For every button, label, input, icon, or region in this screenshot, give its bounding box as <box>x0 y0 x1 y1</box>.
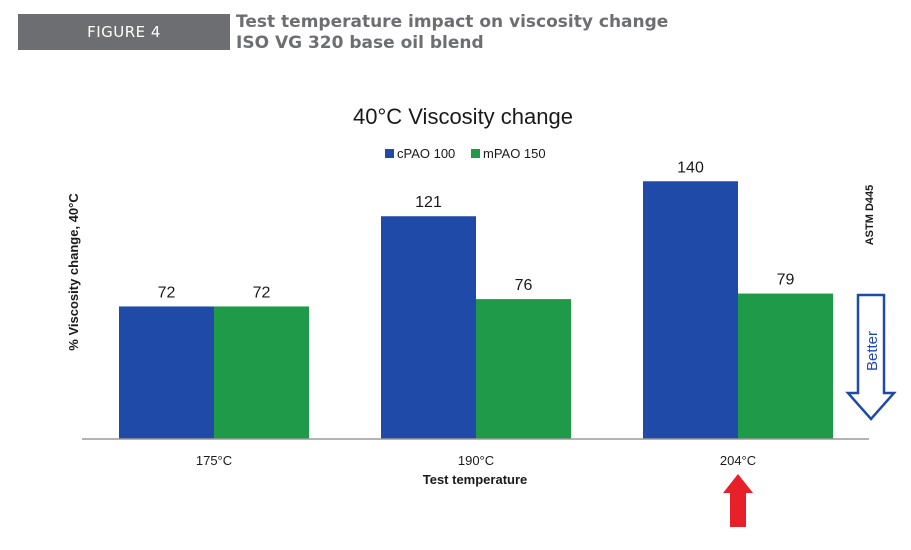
figure-title-line-1: Test temperature impact on viscosity cha… <box>236 12 669 32</box>
value-labels-group: 72 72 121 76 140 79 <box>158 159 795 301</box>
x-tick-190-c: 190°C <box>458 453 494 468</box>
bar-cpao-100-190-c <box>381 216 476 439</box>
bar-mpao-150-204-c <box>738 293 833 439</box>
x-tick-204-c: 204°C <box>720 453 756 468</box>
bar-mpao-150-190-c <box>476 299 571 439</box>
value-label-cpao-100-190-c: 121 <box>415 194 442 211</box>
better-arrow-icon <box>845 293 897 421</box>
value-label-mpao-150-204-c: 79 <box>777 272 795 289</box>
better-label: Better <box>864 331 881 371</box>
figure-title: Test temperature impact on viscosity cha… <box>236 12 668 54</box>
value-label-cpao-100-175-c: 72 <box>158 284 176 301</box>
figure-title-line-2: ISO VG 320 base oil blend <box>236 33 484 53</box>
bars-group <box>119 181 833 439</box>
highlight-arrow-icon <box>723 474 753 527</box>
value-label-mpao-150-190-c: 76 <box>515 277 533 294</box>
figure-label: FIGURE 4 <box>18 14 230 50</box>
x-axis-label: Test temperature <box>423 472 528 487</box>
astm-method-label: ASTM D445 <box>864 185 876 246</box>
y-axis-label: % Viscosity change, 40°C <box>66 193 81 351</box>
legend-label-mpao: mPAO 150 <box>483 146 546 161</box>
x-tick-labels: 175°C 190°C 204°C <box>196 453 756 468</box>
x-tick-175-c: 175°C <box>196 453 232 468</box>
better-arrow: Better <box>845 293 897 421</box>
legend-swatch-cpao <box>385 149 394 158</box>
bar-cpao-100-175-c <box>119 306 214 439</box>
chart-title: 40°C Viscosity change <box>353 104 573 129</box>
bar-mpao-150-175-c <box>214 306 309 439</box>
value-label-cpao-100-204-c: 140 <box>677 159 704 176</box>
legend-label-cpao: cPAO 100 <box>397 146 455 161</box>
chart-legend: cPAO 100 mPAO 150 <box>385 146 546 161</box>
bar-cpao-100-204-c <box>643 181 738 439</box>
value-label-mpao-150-175-c: 72 <box>253 284 271 301</box>
legend-swatch-mpao <box>471 149 480 158</box>
